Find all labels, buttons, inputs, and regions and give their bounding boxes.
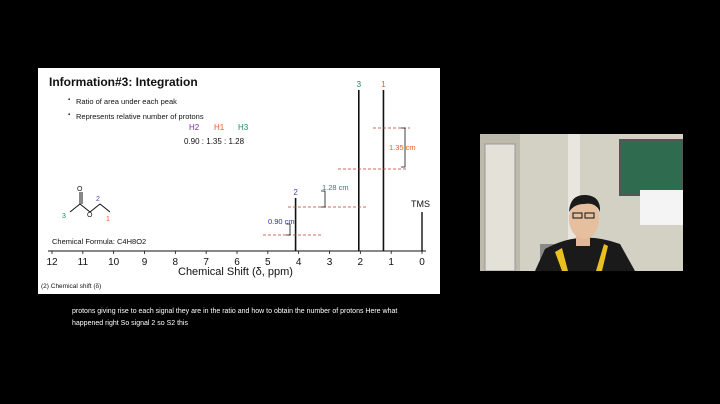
peak-label-3: 3	[357, 80, 362, 89]
integration-label-h2: 0.90 cm	[268, 217, 295, 226]
x-tick-label: 4	[296, 257, 302, 268]
atom-label-1: 1	[106, 216, 110, 223]
oxygen-label: O	[87, 212, 93, 219]
nmr-spectrum: 12 11 10 9 8 7 6 5 4 3 2 1 0 23 1 0.90 cm 1.28 cm 1.3…	[46, 80, 430, 268]
integration-brackets	[286, 127, 406, 236]
presenter-video	[480, 134, 683, 271]
ethyl-acetate-structure: O O 3 2 1	[62, 186, 110, 223]
integration-label-h3: 1.28 cm	[322, 183, 349, 192]
x-tick-label: 0	[419, 257, 425, 268]
bullet-list: Ratio of area under each peak Represents…	[68, 97, 204, 127]
integration-label-h1: 1.35 cm	[389, 143, 416, 152]
x-tick-label: 12	[46, 257, 58, 268]
slide-title: Information#3: Integration	[49, 75, 198, 89]
integration-ratio: 0.90 : 1.35 : 1.28	[184, 137, 245, 146]
x-tick-label: 7	[203, 257, 209, 268]
x-tick-label: 3	[327, 257, 333, 268]
ratio-header-h3: H3	[238, 123, 249, 132]
peak-label-1: 1	[381, 80, 386, 89]
atom-label-2: 2	[96, 196, 100, 203]
bullet-item: Ratio of area under each peak	[68, 97, 204, 106]
tms-label: TMS	[411, 199, 430, 209]
x-tick-label: 9	[142, 257, 148, 268]
slide-source-note: (2) Chemical shift (δ)	[41, 283, 102, 290]
x-tick-label: 6	[234, 257, 240, 268]
atom-label-3: 3	[62, 213, 66, 220]
webcam-feed	[480, 134, 683, 271]
x-tick-label: 11	[78, 257, 89, 268]
x-tick-label: 8	[173, 257, 179, 268]
chemical-formula: Chemical Formula: C4H8O2	[52, 237, 147, 246]
oxygen-label: O	[77, 186, 83, 193]
x-tick-label: 1	[388, 257, 394, 268]
x-axis-label: Chemical Shift (δ, ppm)	[178, 266, 293, 278]
ratio-header-h2: H2	[189, 123, 200, 132]
x-tick-label: 10	[108, 257, 120, 268]
x-tick-label: 5	[265, 257, 271, 268]
transcript-caption: protons giving rise to each signal they …	[72, 308, 398, 327]
lecture-slide: Information#3: Integration Ratio of area…	[38, 68, 440, 294]
ratio-header-h1: H1	[214, 123, 225, 132]
x-tick-label: 2	[358, 257, 364, 268]
peak-label-2: 2	[293, 188, 298, 197]
bullet-item: Represents relative number of protons	[68, 112, 204, 121]
